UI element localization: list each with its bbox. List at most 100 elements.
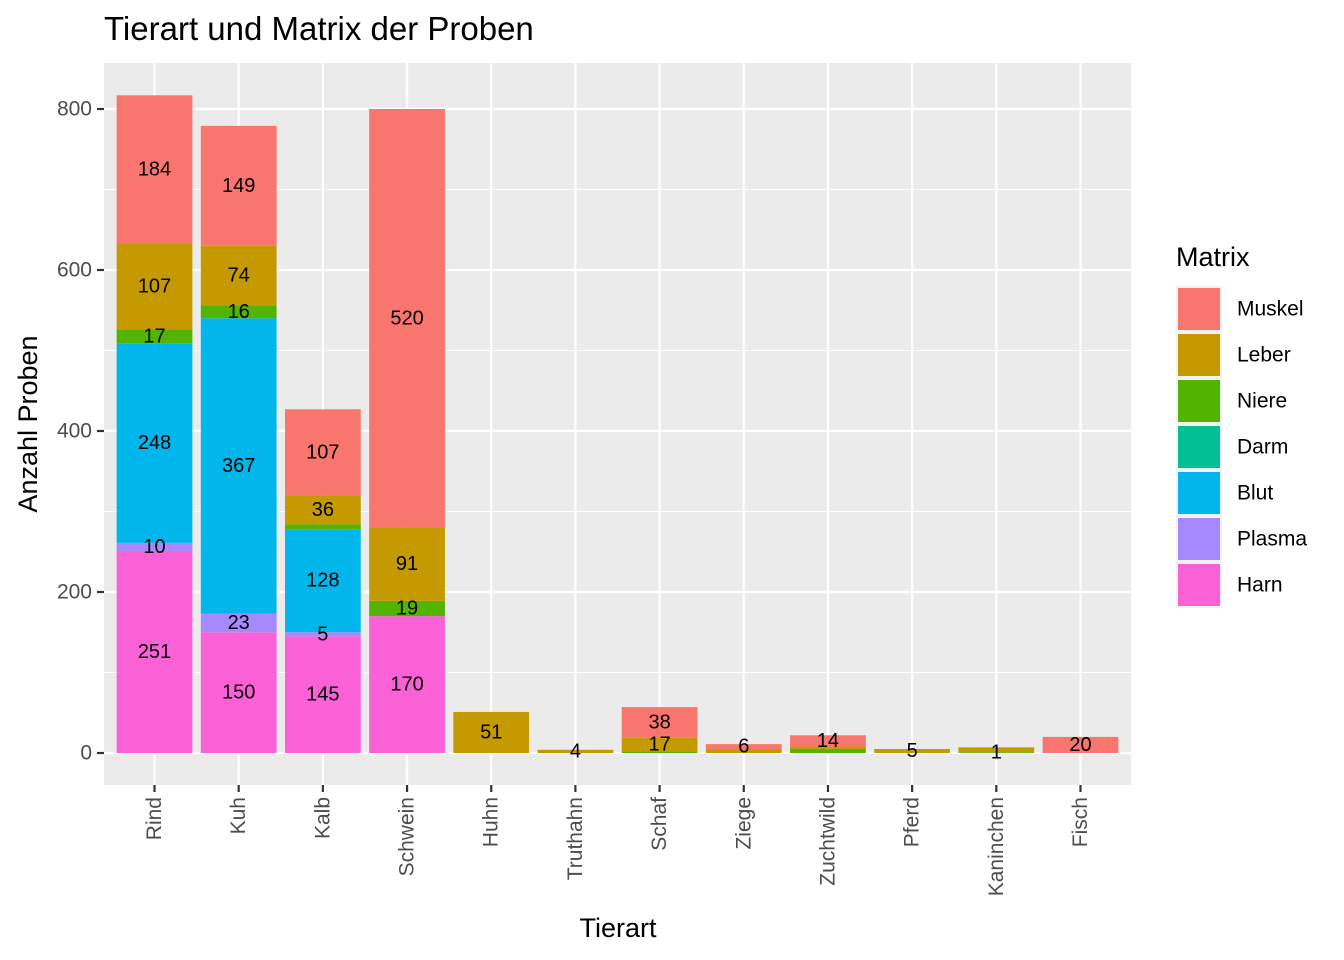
bar-schwein-niere: [369, 600, 445, 617]
legend-key-blut: [1178, 472, 1220, 514]
bar-rind-plasma: [116, 542, 193, 551]
bar-kuh-harn: [200, 632, 277, 753]
bar-rind-niere: [116, 329, 193, 344]
bar-rind-leber: [116, 243, 193, 330]
bar-schwein-muskel: [369, 109, 445, 528]
x-tick-label: Truthahn: [564, 797, 587, 880]
data-label: 4: [570, 740, 581, 762]
bar-schaf-muskel: [621, 707, 698, 738]
data-label: 74: [228, 265, 250, 287]
y-tick-label: 400: [57, 420, 92, 443]
data-label: 128: [306, 570, 339, 592]
x-axis-title: Tierart: [579, 913, 657, 943]
legend-label: Darm: [1237, 436, 1288, 459]
bar-ziege-leber: [705, 748, 782, 753]
y-tick-label: 0: [80, 742, 92, 765]
data-label: 6: [738, 736, 749, 758]
bar-kaninchen-leber: [958, 747, 1035, 753]
bar-kuh-niere: [200, 305, 277, 319]
legend-label: Blut: [1237, 482, 1273, 505]
legend-key-niere: [1178, 380, 1220, 422]
data-label: 19: [396, 598, 418, 620]
bar-kuh-muskel: [200, 125, 277, 246]
data-label: 23: [228, 612, 250, 634]
legend-key-muskel: [1178, 288, 1220, 330]
data-label: 145: [306, 684, 339, 706]
legend-title: Matrix: [1176, 242, 1250, 272]
data-label: 170: [390, 674, 423, 696]
data-label: 107: [306, 441, 339, 463]
bar-schwein-harn: [369, 616, 445, 753]
bar-zuchtwild-leber: [790, 746, 866, 749]
legend-key-harn: [1178, 564, 1220, 606]
legend-key-plasma: [1178, 518, 1220, 560]
bar-kuh-blut: [200, 318, 277, 614]
bar-fisch-muskel: [1042, 736, 1119, 753]
bar-zuchtwild-muskel: [790, 735, 866, 747]
x-tick-label: Schwein: [396, 797, 419, 876]
data-label: 520: [390, 307, 423, 329]
bar-rind-harn: [116, 550, 193, 753]
data-label: 51: [480, 721, 502, 743]
data-label: 17: [648, 734, 670, 756]
legend-label: Plasma: [1237, 528, 1307, 551]
y-tick-label: 800: [57, 98, 92, 121]
bar-schwein-leber: [369, 527, 445, 601]
bar-kuh-leber: [200, 245, 277, 306]
data-label: 16: [228, 301, 250, 323]
legend-label: Muskel: [1237, 298, 1304, 321]
data-label: 14: [817, 730, 839, 752]
data-label: 184: [138, 158, 171, 180]
data-label: 149: [222, 175, 255, 197]
bar-huhn-leber: [453, 711, 530, 753]
bar-kuh-plasma: [200, 613, 277, 633]
bar-kaninchen-niere: [958, 752, 1035, 753]
y-axis: 0 200 400 600 800: [57, 98, 104, 765]
bar-truthahn-leber: [537, 749, 614, 753]
data-label: 248: [138, 432, 171, 454]
data-label: 38: [648, 711, 670, 733]
chart-title: Tierart und Matrix der Proben: [104, 10, 534, 47]
bar-rind-muskel: [116, 95, 193, 244]
legend: Matrix Muskel Leber Niere Darm Blut Plasma Har…: [1176, 242, 1307, 608]
bar-pferd-leber: [874, 748, 951, 753]
legend-label: Niere: [1237, 390, 1287, 413]
data-label: 10: [143, 536, 165, 558]
bar-kalb-blut: [284, 529, 361, 633]
bar-schaf-niere: [621, 751, 698, 753]
y-axis-title: Anzahl Proben: [13, 335, 43, 512]
data-label: 1: [991, 742, 1002, 764]
data-label: 36: [312, 499, 334, 521]
x-tick-label: Ziege: [732, 797, 755, 850]
x-tick-label: Kaninchen: [985, 797, 1008, 896]
bar-kalb-muskel: [284, 409, 361, 496]
data-label: 251: [138, 641, 171, 663]
x-tick-label: Zuchtwild: [816, 797, 839, 886]
y-tick-label: 600: [57, 259, 92, 282]
legend-key-darm: [1178, 426, 1220, 468]
data-label: 91: [396, 553, 418, 575]
legend-key-leber: [1178, 334, 1220, 376]
bar-kalb-leber: [284, 495, 361, 525]
x-tick-label: Pferd: [901, 797, 924, 847]
data-label: 367: [222, 455, 255, 477]
bars: [116, 95, 1119, 753]
x-tick-label: Schaf: [648, 797, 671, 851]
bar-ziege-muskel: [705, 744, 782, 749]
x-tick-label: Fisch: [1069, 797, 1092, 847]
bar-kalb-niere: [284, 524, 361, 530]
data-label: 17: [143, 325, 165, 347]
bar-zuchtwild-niere: [790, 748, 866, 753]
bar-schaf-leber: [621, 737, 698, 752]
x-tick-label: Kalb: [311, 797, 334, 839]
legend-label: Leber: [1237, 344, 1291, 367]
legend-label: Harn: [1237, 574, 1283, 597]
x-tick-label: Huhn: [480, 797, 503, 847]
x-tick-label: Kuh: [227, 797, 250, 834]
x-tick-label: Rind: [143, 797, 166, 840]
bar-rind-blut: [116, 343, 193, 543]
bar-kalb-plasma: [284, 632, 361, 637]
data-label: 5: [317, 623, 328, 645]
data-label: 5: [907, 740, 918, 762]
